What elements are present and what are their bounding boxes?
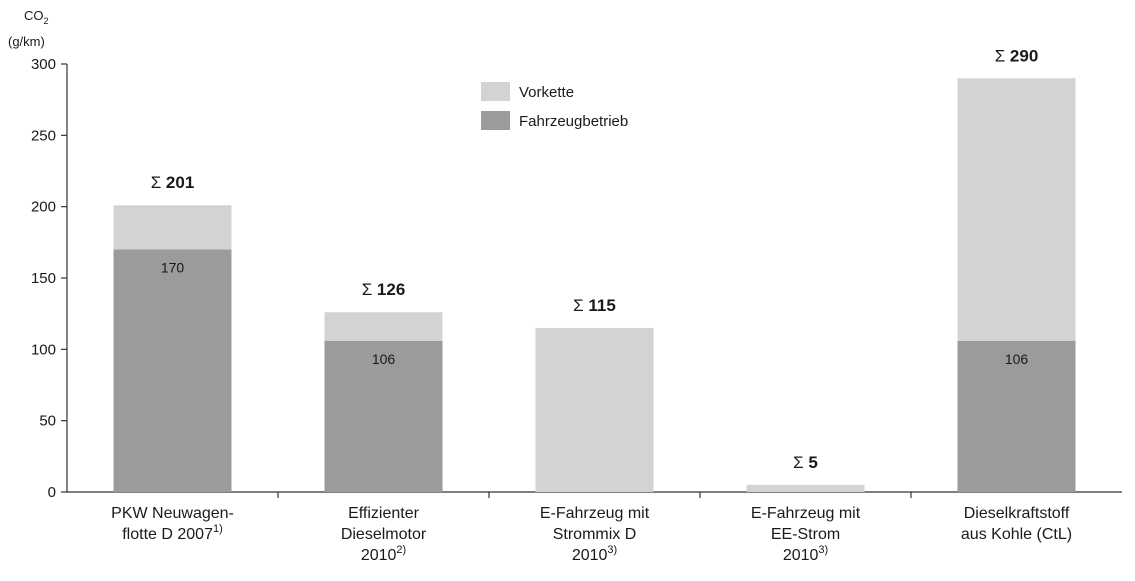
bar-value-label: 170 [161, 259, 185, 275]
x-category-label: Dieselkraftstoff aus Kohle (CtL) [961, 505, 1072, 543]
bar-total-label: Σ 126 [362, 280, 406, 299]
x-category-label: PKW Neuwagen-flotte D 20071) [111, 505, 234, 543]
bar-total-label: Σ 201 [151, 173, 195, 192]
bar-segment-fahrzeugbetrieb [957, 340, 1076, 492]
legend-swatch-vorkette [481, 82, 510, 101]
y-tick-label: 150 [31, 270, 56, 287]
bar-total-label: Σ 290 [995, 46, 1039, 65]
bar-segment-vorkette [324, 312, 443, 341]
bar-value-label: 106 [1005, 351, 1029, 367]
y-tick-label: 250 [31, 127, 56, 144]
y-tick-label: 0 [48, 484, 56, 501]
y-tick-label: 200 [31, 199, 56, 216]
legend-swatch-fahrzeugbetrieb [481, 111, 510, 130]
bar-value-label: 106 [372, 351, 396, 367]
y-axis-label-co2: CO2 [24, 8, 49, 26]
bar-segment-vorkette [957, 78, 1076, 341]
legend: Vorkette Fahrzeugbetrieb [481, 82, 628, 130]
y-tick-label: 300 [31, 56, 56, 73]
bar-segment-vorkette [746, 484, 865, 492]
x-category-label: E-Fahrzeug mit Strommix D 20103) [540, 505, 650, 564]
bar-segment-vorkette [535, 327, 654, 492]
bar-total-label: Σ 115 [573, 296, 616, 315]
x-category-label: E-Fahrzeug mit EE-Strom 20103) [751, 505, 861, 564]
x-category-label: Effizienter Dieselmotor 20102) [341, 505, 427, 564]
bar-total-label: Σ 5 [793, 453, 818, 472]
legend-label-fahrzeugbetrieb: Fahrzeugbetrieb [519, 113, 628, 130]
legend-label-vorkette: Vorkette [519, 84, 574, 101]
bar-segment-vorkette [113, 205, 232, 250]
y-axis-label-unit: (g/km) [8, 34, 45, 49]
bar-segment-fahrzeugbetrieb [324, 340, 443, 492]
bar-segment-fahrzeugbetrieb [113, 249, 232, 492]
y-tick-label: 100 [31, 341, 56, 358]
y-tick-label: 50 [39, 413, 56, 430]
